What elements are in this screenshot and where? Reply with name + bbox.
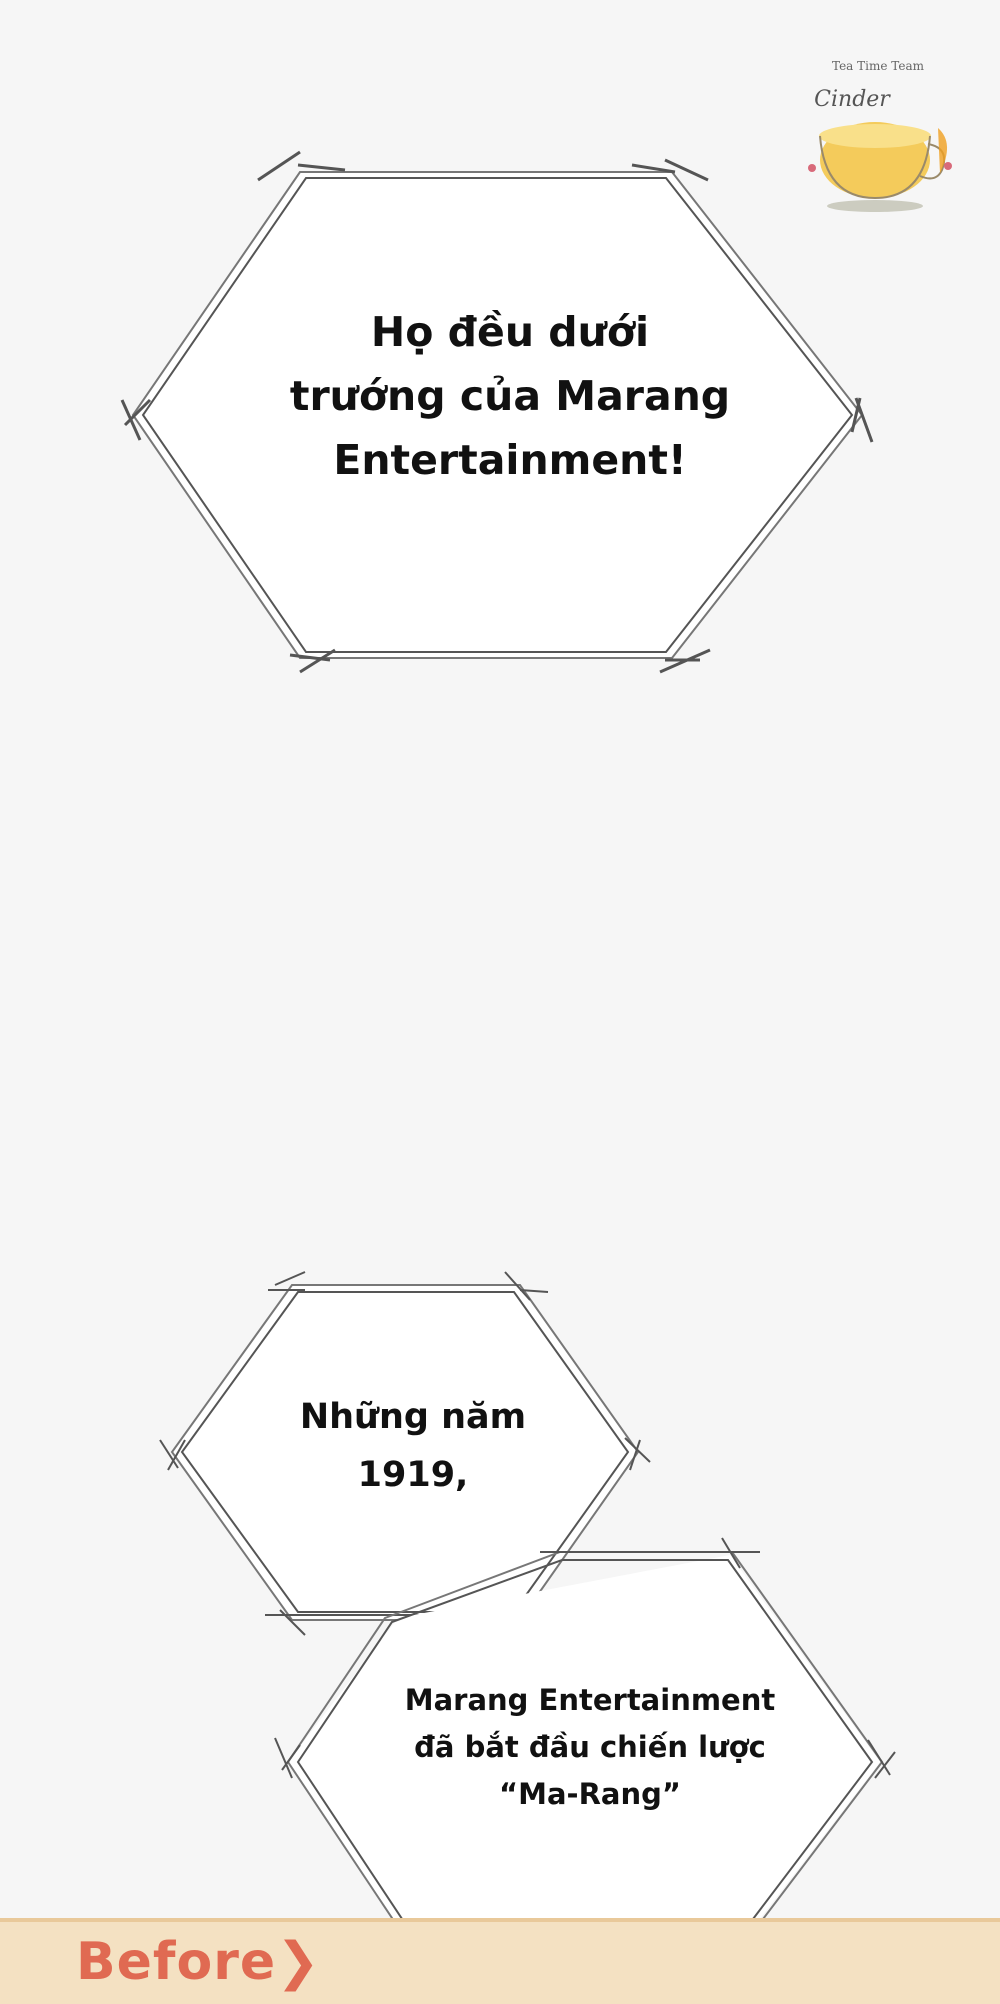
watermark-name: Cinder: [814, 87, 891, 112]
panel-3-text: Marang Entertainment đã bắt đầu chiến lư…: [404, 1683, 776, 1811]
hex-frame-1: [120, 150, 874, 674]
team-watermark: Tea Time Team Cinder: [808, 59, 952, 212]
panel-2-text: Những năm 1919,: [299, 1397, 527, 1495]
next-panel-strip: [0, 1918, 1000, 2004]
before-label: Before❯: [76, 1932, 321, 1992]
hex-frame-2: [159, 1271, 651, 1636]
teacup-icon: [808, 122, 952, 212]
watermark-team: Tea Time Team: [832, 59, 925, 73]
hex-frame-3: [274, 1537, 896, 1963]
panel-1-text: Họ đều dưới trướng của Marang Entertainm…: [289, 308, 731, 484]
